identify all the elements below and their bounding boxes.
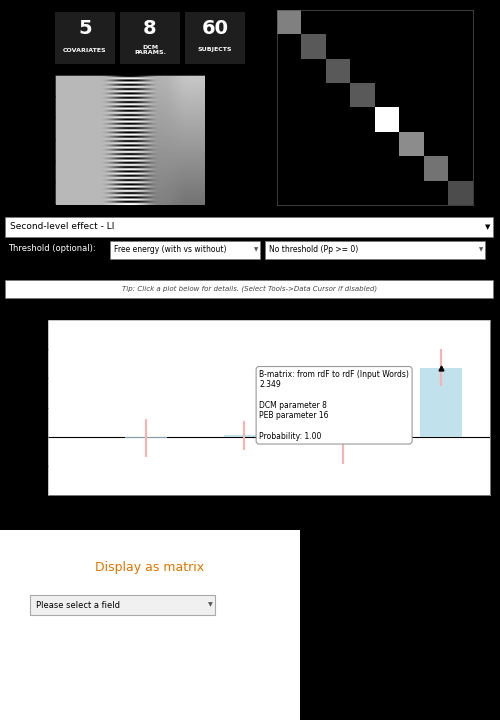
- Text: Please select a field: Please select a field: [36, 600, 120, 610]
- FancyBboxPatch shape: [185, 12, 245, 64]
- Text: No threshold (Pp >= 0): No threshold (Pp >= 0): [269, 246, 358, 254]
- FancyBboxPatch shape: [110, 241, 260, 259]
- FancyBboxPatch shape: [55, 12, 115, 64]
- Text: 5: 5: [78, 19, 92, 37]
- Title: Estimated Parameters: Estimated Parameters: [191, 305, 347, 318]
- FancyBboxPatch shape: [265, 241, 485, 259]
- Title: Random effects variance: Random effects variance: [322, 0, 428, 9]
- Text: ▼: ▼: [254, 248, 258, 253]
- Bar: [420, 368, 462, 436]
- Text: 60: 60: [202, 19, 228, 37]
- Text: Display as matrix: Display as matrix: [96, 562, 204, 575]
- FancyBboxPatch shape: [30, 595, 215, 615]
- Y-axis label: Posterior: Posterior: [15, 387, 24, 428]
- Text: Second-level effect - LI: Second-level effect - LI: [10, 222, 115, 232]
- Text: Free energy (with vs without): Free energy (with vs without): [114, 246, 226, 254]
- Bar: [224, 435, 266, 436]
- Bar: [322, 435, 364, 436]
- Text: B-matrix: from rdF to rdF (Input Words)
2.349

DCM parameter 8
PEB parameter 16
: B-matrix: from rdF to rdF (Input Words) …: [259, 369, 409, 441]
- Text: ▼: ▼: [484, 224, 490, 230]
- Text: Tip: Click a plot below for details. (Select Tools->Data Cursor if disabled): Tip: Click a plot below for details. (Se…: [122, 286, 378, 292]
- Text: COVARIATES: COVARIATES: [63, 48, 107, 53]
- X-axis label: First-Level Parameter: First-Level Parameter: [334, 217, 416, 225]
- Text: Threshold (optional):: Threshold (optional):: [8, 245, 96, 253]
- Text: 8: 8: [143, 19, 157, 37]
- X-axis label: Covariate: Covariate: [113, 215, 147, 222]
- Text: ▼: ▼: [208, 603, 213, 608]
- FancyBboxPatch shape: [5, 217, 493, 237]
- FancyBboxPatch shape: [5, 280, 493, 298]
- Text: ▼: ▼: [479, 248, 483, 253]
- Text: SUBJECTS: SUBJECTS: [198, 48, 232, 53]
- X-axis label: PEB Parameter: PEB Parameter: [236, 516, 302, 525]
- Bar: [126, 436, 167, 438]
- FancyBboxPatch shape: [120, 12, 180, 64]
- Text: DCM
PARAMS.: DCM PARAMS.: [134, 45, 166, 55]
- FancyBboxPatch shape: [0, 530, 300, 720]
- Y-axis label: Subject: Subject: [36, 127, 43, 153]
